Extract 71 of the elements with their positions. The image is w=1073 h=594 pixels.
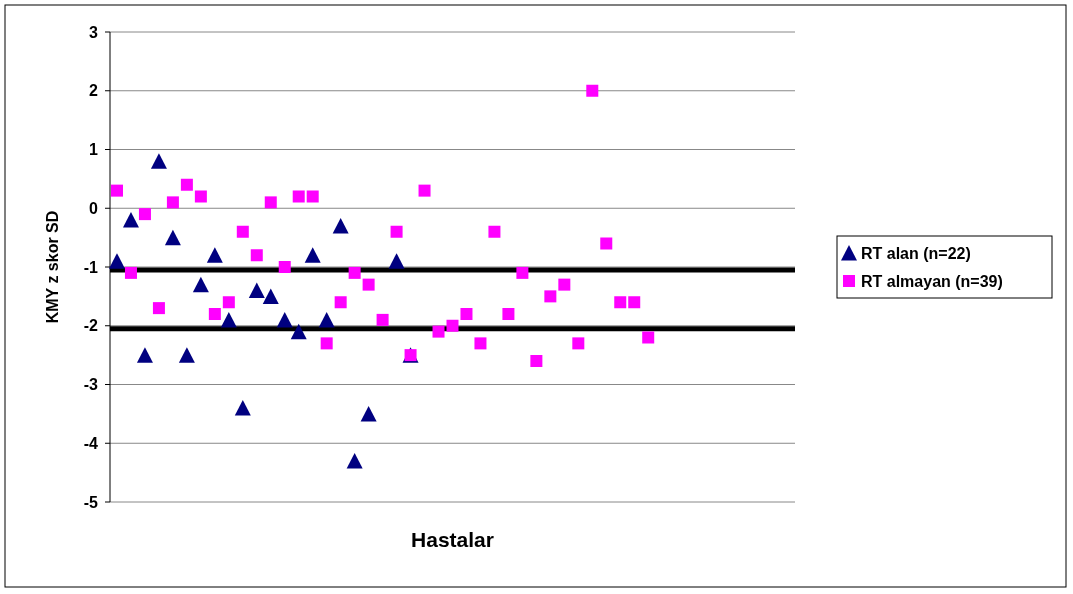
point: [320, 337, 333, 350]
point: [208, 308, 221, 320]
point: [346, 452, 363, 469]
point: [628, 296, 641, 309]
point: [166, 196, 179, 209]
y-tick-label: -1: [83, 258, 99, 276]
y-tick-label: -3: [83, 376, 99, 394]
point: [136, 347, 153, 363]
point: [178, 347, 195, 363]
point: [262, 288, 279, 304]
y-tick-label: 1: [89, 141, 99, 159]
point: [278, 261, 291, 273]
point: [332, 217, 349, 234]
point: [152, 302, 165, 315]
legend-label: RT alan (n=22): [861, 244, 971, 262]
point: [334, 296, 347, 309]
point: [220, 311, 237, 328]
point: [446, 319, 459, 332]
point: [318, 311, 335, 328]
point: [304, 247, 321, 263]
point: [388, 253, 405, 269]
point: [614, 296, 627, 309]
y-tick-label: 0: [89, 199, 99, 217]
point: [206, 247, 223, 263]
point: [236, 225, 249, 238]
y-tick-label: 3: [89, 23, 99, 41]
point: [418, 184, 431, 197]
point: [474, 337, 487, 350]
point: [348, 266, 361, 279]
point: [194, 190, 207, 203]
point: [138, 208, 151, 221]
point: [250, 249, 263, 262]
point: [122, 212, 139, 228]
point: [264, 196, 277, 209]
point: [488, 225, 501, 238]
point: [360, 405, 377, 422]
point: [124, 266, 137, 279]
point: [192, 276, 209, 293]
point: [460, 308, 473, 320]
point: [108, 253, 125, 269]
point: [110, 184, 123, 197]
point: [376, 313, 389, 326]
y-axis-title: KMY z skor SD: [44, 210, 61, 324]
point: [516, 266, 529, 279]
point: [502, 308, 515, 320]
point: [572, 337, 585, 350]
point: [544, 290, 557, 303]
point: [586, 84, 599, 97]
legend-label: RT almayan (n=39): [861, 272, 1003, 290]
y-tick-label: 2: [89, 82, 99, 100]
point: [234, 400, 251, 416]
point: [248, 282, 265, 298]
point: [306, 190, 319, 203]
y-tick-label: -2: [83, 317, 99, 335]
point: [222, 296, 235, 309]
point: [290, 323, 307, 340]
point: [276, 311, 293, 328]
point: [164, 229, 181, 246]
y-tick-label: -5: [83, 493, 99, 511]
point: [180, 178, 193, 191]
point: [150, 153, 167, 169]
point: [642, 331, 655, 344]
point: [558, 278, 571, 291]
y-tick-label: -4: [83, 434, 99, 452]
point: [530, 355, 543, 367]
point: [432, 325, 445, 338]
point: [390, 225, 403, 238]
point: [292, 190, 305, 203]
point: [600, 237, 613, 250]
x-axis-title: Hastalar: [411, 528, 494, 551]
point: [362, 278, 375, 291]
